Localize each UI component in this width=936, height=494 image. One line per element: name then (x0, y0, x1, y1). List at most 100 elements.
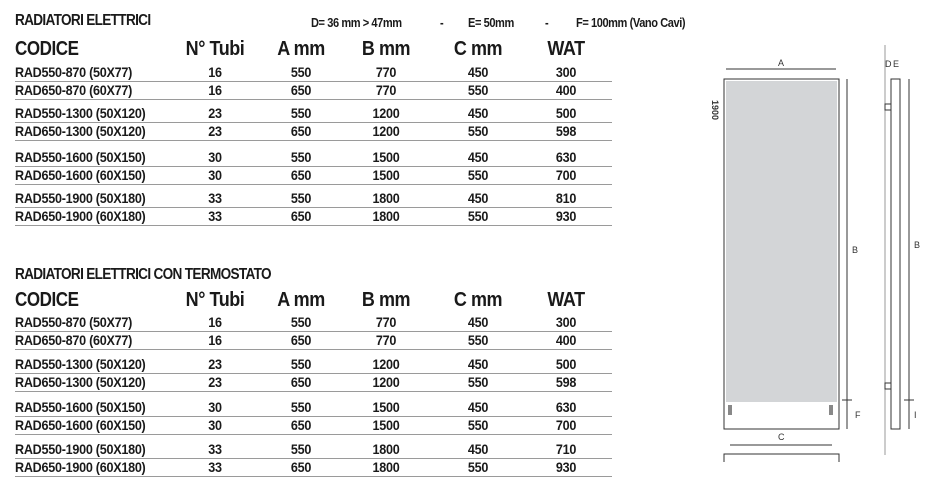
cell-tubes: 23 (208, 123, 222, 139)
column-header-c: C mm (453, 38, 503, 60)
cell-a: 550 (290, 314, 312, 330)
cell-tubes: 23 (208, 105, 222, 121)
cell-code: RAD550-870 (50X77) (15, 314, 133, 330)
dim-label-b: B (852, 245, 858, 255)
cell-tubes: 33 (208, 459, 222, 475)
cell-tubes: 16 (208, 64, 222, 80)
cell-watt: 630 (555, 399, 577, 415)
row-divider (15, 140, 612, 141)
cell-a: 550 (290, 356, 312, 372)
column-header-watt: WAT (547, 38, 585, 60)
cell-watt: 400 (555, 332, 577, 348)
cell-c: 550 (467, 459, 489, 475)
cell-c: 450 (467, 64, 489, 80)
column-header-a: A mm (277, 289, 325, 311)
height-label: 1900 (710, 100, 720, 120)
cell-b: 770 (375, 314, 397, 330)
cell-watt: 810 (555, 190, 577, 206)
row-divider (15, 81, 612, 82)
cell-a: 650 (290, 417, 312, 433)
row-divider (15, 99, 612, 100)
cell-c: 550 (467, 417, 489, 433)
cell-code: RAD550-1600 (50X150) (15, 399, 146, 415)
cell-watt: 630 (555, 149, 577, 165)
row-divider (15, 122, 612, 123)
dim-label-i: I (914, 410, 917, 420)
cell-a: 650 (290, 123, 312, 139)
cell-c: 450 (467, 441, 489, 457)
cell-tubes: 33 (208, 441, 222, 457)
cell-c: 550 (467, 208, 489, 224)
cell-c: 550 (467, 332, 489, 348)
column-header-code: CODICE (15, 38, 79, 60)
cell-tubes: 30 (208, 167, 222, 183)
radiator-side (890, 78, 901, 430)
cell-tubes: 16 (208, 314, 222, 330)
row-divider (15, 184, 612, 185)
cell-watt: 500 (555, 356, 577, 372)
cell-b: 1200 (372, 356, 400, 372)
cell-watt: 700 (555, 417, 577, 433)
cell-b: 1500 (372, 167, 400, 183)
cell-a: 550 (290, 64, 312, 80)
row-divider (15, 225, 612, 226)
cell-b: 770 (375, 332, 397, 348)
cell-watt: 400 (555, 82, 577, 98)
cell-tubes: 30 (208, 149, 222, 165)
row-divider (15, 373, 612, 374)
row-divider (15, 166, 612, 167)
cell-a: 650 (290, 459, 312, 475)
cell-a: 650 (290, 82, 312, 98)
cell-code: RAD550-870 (50X77) (15, 64, 133, 80)
row-divider (15, 476, 612, 477)
cell-c: 550 (467, 123, 489, 139)
table-2-title: RADIATORI ELETTRICI CON TERMOSTATO (15, 266, 272, 283)
dim-label-c: C (778, 432, 785, 442)
cell-c: 450 (467, 149, 489, 165)
cell-b: 1800 (372, 459, 400, 475)
cell-code: RAD650-1900 (60X180) (15, 459, 146, 475)
column-header-tubes: N° Tubi (185, 289, 245, 311)
note-f: F= 100mm (Vano Cavi) (576, 15, 686, 30)
cell-a: 550 (290, 190, 312, 206)
cell-a: 650 (290, 332, 312, 348)
cell-tubes: 16 (208, 332, 222, 348)
cell-tubes: 23 (208, 356, 222, 372)
cell-b: 1200 (372, 123, 400, 139)
column-header-watt: WAT (547, 289, 585, 311)
cell-code: RAD550-1300 (50X120) (15, 356, 146, 372)
cell-code: RAD650-870 (60X77) (15, 82, 133, 98)
cell-watt: 500 (555, 105, 577, 121)
dim-label-b-side: B (914, 240, 920, 250)
cell-b: 1800 (372, 190, 400, 206)
cell-c: 450 (467, 356, 489, 372)
cell-c: 450 (467, 399, 489, 415)
cell-a: 550 (290, 105, 312, 121)
cell-b: 1500 (372, 399, 400, 415)
cell-code: RAD650-870 (60X77) (15, 332, 133, 348)
cell-b: 1800 (372, 441, 400, 457)
cell-a: 550 (290, 399, 312, 415)
column-header-code: CODICE (15, 289, 79, 311)
note-d: D= 36 mm > 47mm (311, 15, 402, 30)
cell-watt: 598 (555, 374, 577, 390)
cell-tubes: 23 (208, 374, 222, 390)
cell-b: 770 (375, 64, 397, 80)
cell-a: 650 (290, 374, 312, 390)
cell-c: 450 (467, 190, 489, 206)
cell-tubes: 30 (208, 399, 222, 415)
cell-tubes: 16 (208, 82, 222, 98)
dim-label-a: A (778, 58, 784, 68)
cell-c: 450 (467, 314, 489, 330)
cell-code: RAD650-1600 (60X150) (15, 167, 146, 183)
column-header-b: B mm (361, 38, 411, 60)
radiator-panel-fill (726, 81, 837, 402)
table-1-title: RADIATORI ELETTRICI (15, 12, 151, 29)
cell-code: RAD650-1900 (60X180) (15, 208, 146, 224)
note-separator: - (440, 15, 444, 30)
dim-label-d: D (885, 59, 892, 69)
cell-a: 650 (290, 167, 312, 183)
cell-watt: 710 (555, 441, 577, 457)
cell-code: RAD550-1600 (50X150) (15, 149, 146, 165)
cell-watt: 930 (555, 208, 577, 224)
